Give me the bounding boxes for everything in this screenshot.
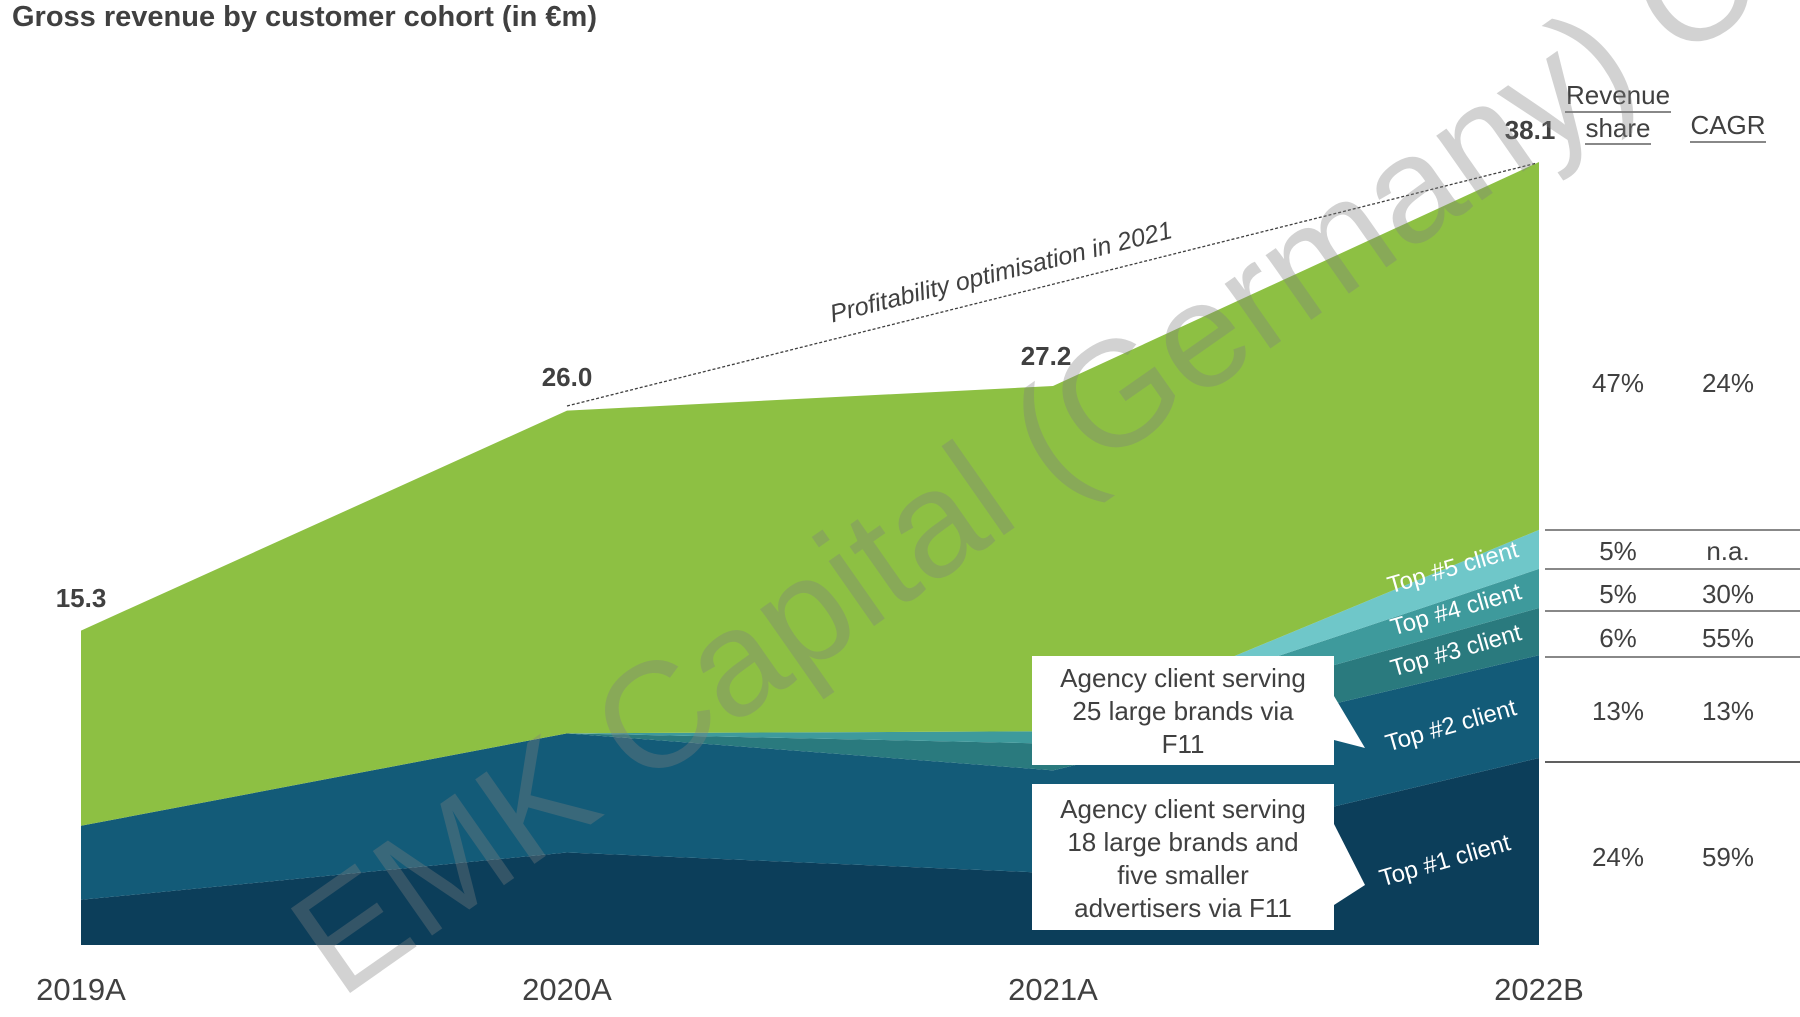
- header-share-line1: Revenue: [1566, 80, 1670, 110]
- profitability-dashed-line: [566, 162, 1538, 407]
- table-cell-cagr: 24%: [1702, 368, 1754, 398]
- callout-text-line: five smaller: [1117, 860, 1249, 890]
- table-cell-cagr: 55%: [1702, 623, 1754, 653]
- table-cell-cagr: 30%: [1702, 579, 1754, 609]
- x-tick-label: 2021A: [1008, 972, 1098, 1007]
- total-label: 27.2: [1021, 341, 1072, 371]
- total-labels: 15.3 26.0 27.2 38.1: [56, 115, 1556, 613]
- x-tick-label: 2020A: [522, 972, 612, 1007]
- callout-text-line: F11: [1162, 729, 1205, 759]
- callout-pointer: [1334, 824, 1365, 905]
- total-label: 15.3: [56, 583, 107, 613]
- total-label: 26.0: [542, 362, 593, 392]
- table-cell-share: 5%: [1599, 536, 1637, 566]
- x-tick-label: 2022B: [1494, 972, 1584, 1007]
- table-cell-share: 47%: [1592, 368, 1644, 398]
- table-cell-cagr: 59%: [1702, 842, 1754, 872]
- callout-text-line: 18 large brands and: [1067, 827, 1298, 857]
- table-cell-cagr: n.a.: [1706, 536, 1749, 566]
- callout-pointer: [1334, 696, 1365, 748]
- table-cell-share: 5%: [1599, 579, 1637, 609]
- table-cell-share: 24%: [1592, 842, 1644, 872]
- header-cagr: CAGR: [1690, 110, 1765, 140]
- x-tick-label: 2019A: [36, 972, 126, 1007]
- total-label: 38.1: [1505, 115, 1556, 145]
- callout-text-line: Agency client serving: [1060, 663, 1306, 693]
- callout-box: [1032, 656, 1334, 765]
- table-cell-share: 6%: [1599, 623, 1637, 653]
- chart-title: Gross revenue by customer cohort (in €m): [12, 1, 597, 33]
- callout-text-line: Agency client serving: [1060, 794, 1306, 824]
- table-cell-share: 13%: [1592, 696, 1644, 726]
- callout-text-line: advertisers via F11: [1074, 893, 1292, 923]
- callout-box: [1032, 784, 1334, 930]
- x-axis-ticks: 2019A 2020A 2021A 2022B: [36, 972, 1584, 1007]
- table-cell-cagr: 13%: [1702, 696, 1754, 726]
- callout-text-line: 25 large brands via: [1072, 696, 1294, 726]
- header-share-line2: share: [1585, 113, 1650, 143]
